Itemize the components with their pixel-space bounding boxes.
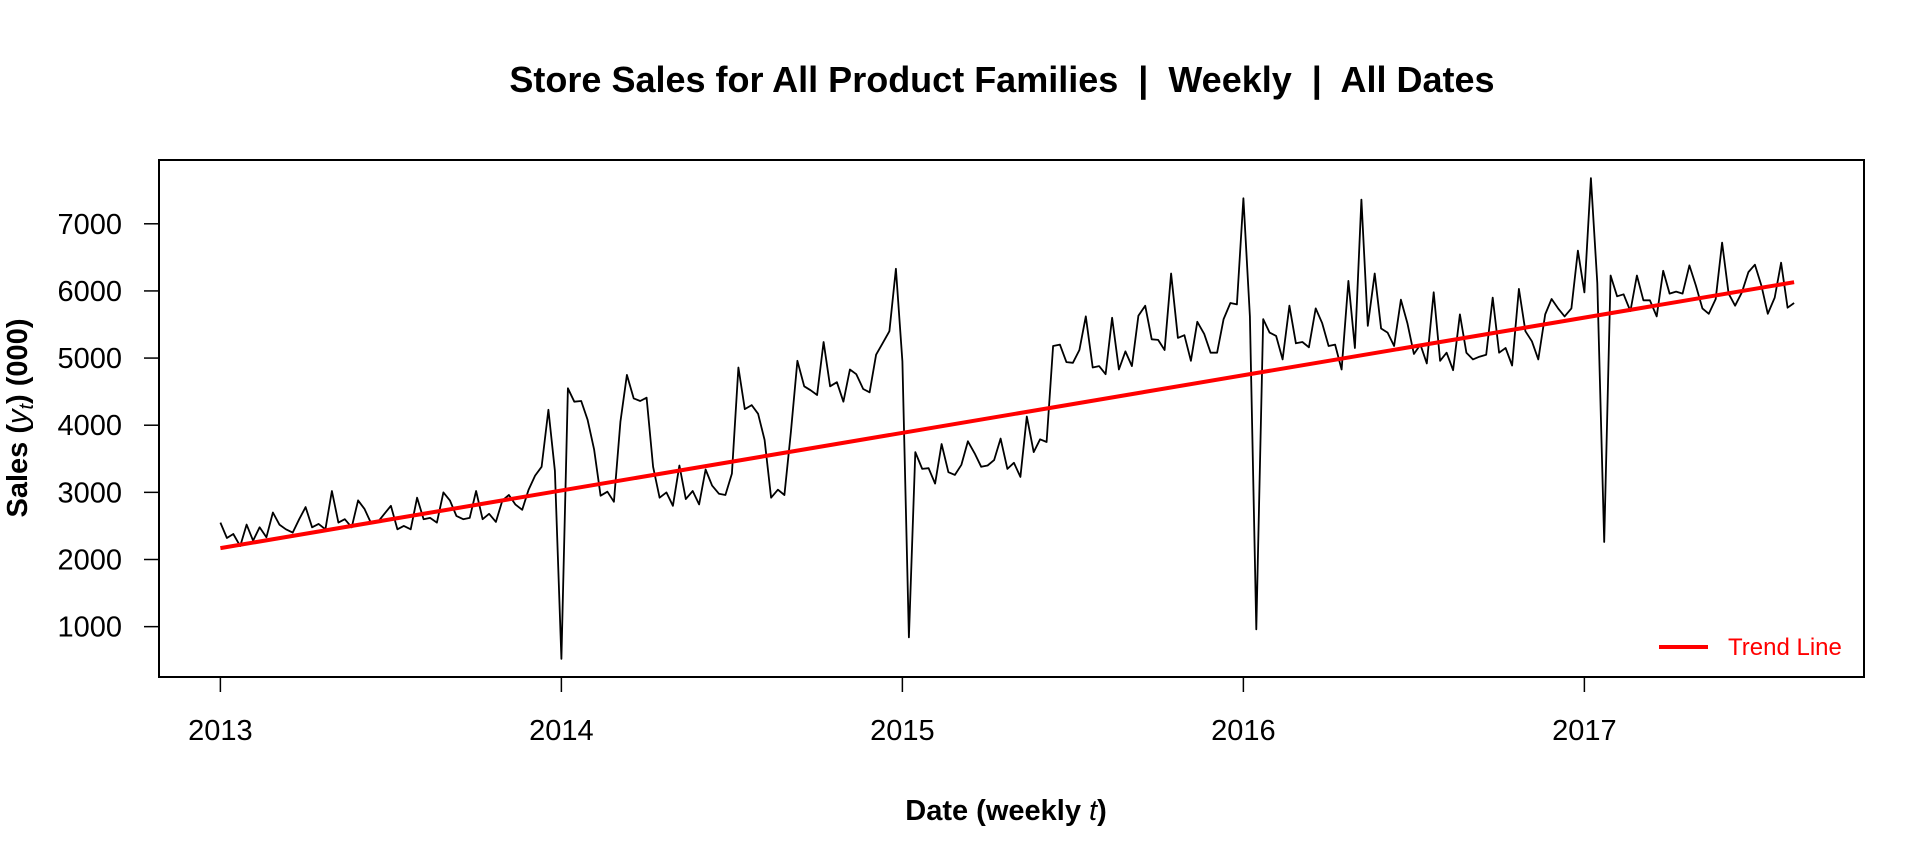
x-tick-label: 2017 — [1552, 715, 1617, 747]
y-tick-label: 4000 — [57, 410, 122, 442]
x-axis-label-prefix: Date (weekly — [905, 795, 1089, 827]
x-axis: 2013 2014 2015 2016 2017 — [188, 676, 1617, 747]
x-axis-label-variable: t — [1089, 795, 1099, 827]
legend: Trend Line — [1659, 634, 1842, 661]
y-tick-label: 3000 — [57, 477, 122, 509]
y-tick-label: 1000 — [57, 612, 122, 644]
series-line-trend — [220, 280, 1795, 551]
y-axis-label-variable: y — [2, 408, 34, 426]
x-tick-label: 2013 — [188, 715, 253, 747]
series-layer — [219, 177, 1795, 660]
y-axis-label: Sales (yt) (000) — [2, 319, 38, 518]
y-tick-label: 6000 — [57, 276, 122, 308]
y-axis-label-suffix: ) (000) — [2, 319, 34, 404]
chart-title: Store Sales for All Product Families | W… — [509, 59, 1494, 101]
y-tick-label: 2000 — [57, 545, 122, 577]
x-tick-label: 2016 — [1211, 715, 1276, 747]
x-axis-label: Date (weekly t) — [905, 795, 1107, 827]
y-tick-label: 7000 — [57, 209, 122, 241]
y-axis-label-subscript: t — [16, 402, 38, 409]
series-line-sales — [219, 177, 1795, 660]
y-axis: 1000 2000 3000 4000 5000 6000 7000 — [57, 209, 160, 644]
y-tick-label: 5000 — [57, 343, 122, 375]
legend-label-trend-line: Trend Line — [1728, 634, 1842, 661]
x-tick-label: 2015 — [870, 715, 935, 747]
y-axis-label-prefix: Sales ( — [2, 424, 34, 518]
x-axis-label-suffix: ) — [1097, 795, 1107, 827]
x-tick-label: 2014 — [529, 715, 594, 747]
